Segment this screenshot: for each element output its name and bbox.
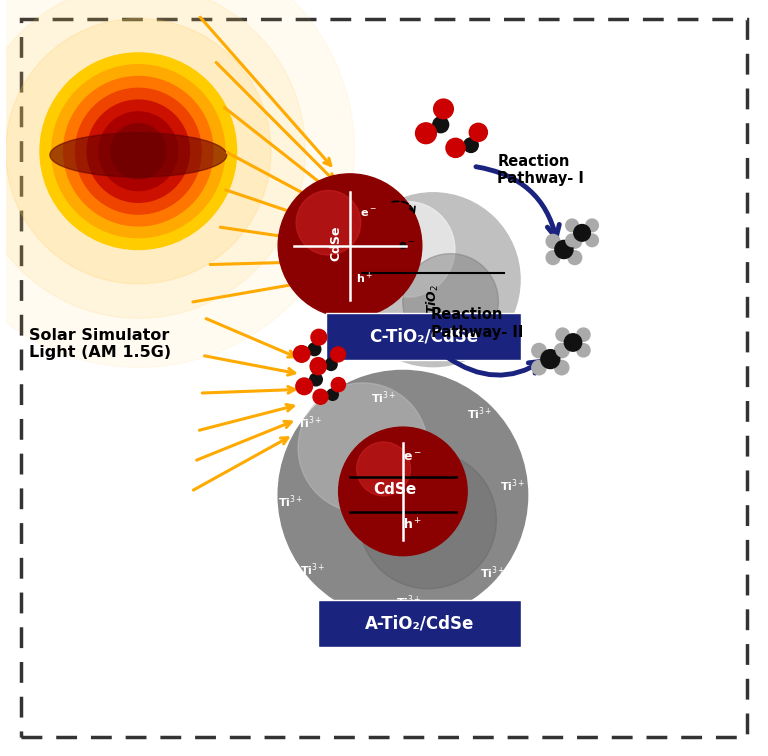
Circle shape (531, 361, 546, 375)
Text: e$^-$: e$^-$ (403, 451, 422, 464)
Text: Reaction
Pathway- II: Reaction Pathway- II (431, 308, 523, 339)
Text: Reaction
Pathway- I: Reaction Pathway- I (498, 154, 584, 186)
Circle shape (313, 389, 328, 404)
Circle shape (556, 344, 569, 357)
Circle shape (574, 225, 591, 241)
Circle shape (339, 427, 467, 556)
Circle shape (432, 117, 449, 133)
Circle shape (356, 442, 411, 496)
Circle shape (586, 219, 598, 231)
Circle shape (586, 234, 598, 246)
Circle shape (88, 100, 190, 203)
Text: h$^+$: h$^+$ (403, 517, 422, 532)
Circle shape (298, 383, 428, 513)
Circle shape (99, 112, 177, 191)
Circle shape (111, 124, 166, 178)
Circle shape (564, 334, 581, 351)
Circle shape (296, 378, 313, 395)
Text: Ti$^{3+}$: Ti$^{3+}$ (278, 493, 303, 510)
Text: CdSe: CdSe (329, 226, 342, 261)
Circle shape (554, 343, 569, 358)
Circle shape (554, 240, 573, 259)
Circle shape (402, 254, 498, 349)
Circle shape (568, 234, 581, 248)
Circle shape (64, 76, 213, 226)
Circle shape (346, 193, 520, 367)
Circle shape (75, 88, 201, 214)
Circle shape (311, 330, 326, 345)
Circle shape (546, 234, 560, 248)
Circle shape (327, 389, 339, 401)
Circle shape (464, 138, 478, 153)
Circle shape (325, 358, 337, 370)
Circle shape (40, 53, 237, 249)
Circle shape (546, 251, 560, 265)
Circle shape (310, 373, 323, 386)
Circle shape (0, 0, 355, 367)
Circle shape (577, 328, 590, 341)
Circle shape (566, 234, 578, 246)
Text: e$^-$: e$^-$ (398, 240, 416, 253)
Circle shape (446, 138, 465, 157)
Circle shape (293, 345, 310, 362)
Circle shape (278, 174, 422, 318)
Text: h$^+$: h$^+$ (433, 326, 451, 341)
Text: e$^-$: e$^-$ (359, 208, 376, 219)
Text: A-TiO₂/CdSe: A-TiO₂/CdSe (365, 615, 474, 633)
Circle shape (568, 251, 581, 265)
Ellipse shape (50, 133, 227, 177)
Text: Ti$^{3+}$: Ti$^{3+}$ (480, 564, 505, 581)
Text: Ti$^{3+}$: Ti$^{3+}$ (300, 562, 326, 578)
Circle shape (0, 0, 306, 318)
Circle shape (566, 219, 578, 231)
Text: Solar Simulator
Light (AM 1.5G): Solar Simulator Light (AM 1.5G) (28, 328, 170, 360)
Circle shape (330, 347, 346, 362)
Circle shape (415, 123, 436, 144)
Circle shape (310, 358, 326, 373)
Circle shape (308, 343, 321, 355)
Circle shape (577, 344, 590, 357)
Circle shape (554, 361, 569, 375)
Text: C-TiO₂/CdSe: C-TiO₂/CdSe (369, 327, 478, 345)
Circle shape (556, 328, 569, 341)
Circle shape (531, 343, 546, 358)
Text: CdSe: CdSe (373, 482, 417, 497)
Text: h$^+$: h$^+$ (356, 271, 373, 286)
Circle shape (331, 377, 346, 392)
Circle shape (5, 18, 271, 284)
Text: TiO$_2$: TiO$_2$ (425, 284, 441, 314)
Circle shape (469, 123, 488, 141)
FancyBboxPatch shape (326, 313, 521, 360)
Circle shape (310, 359, 326, 375)
FancyBboxPatch shape (318, 600, 521, 647)
Text: Ti$^{3+}$: Ti$^{3+}$ (372, 389, 397, 406)
Circle shape (278, 370, 528, 620)
Text: Ti$^{3+}$: Ti$^{3+}$ (296, 414, 322, 431)
Circle shape (296, 191, 361, 255)
Text: Ti$^{3+}$: Ti$^{3+}$ (396, 593, 422, 609)
Circle shape (359, 451, 496, 589)
Circle shape (541, 349, 560, 368)
Text: Ti$^{3+}$: Ti$^{3+}$ (468, 406, 493, 423)
Text: Ti$^{3+}$: Ti$^{3+}$ (500, 477, 525, 494)
Circle shape (51, 65, 225, 237)
Circle shape (359, 201, 455, 297)
Circle shape (434, 99, 453, 119)
